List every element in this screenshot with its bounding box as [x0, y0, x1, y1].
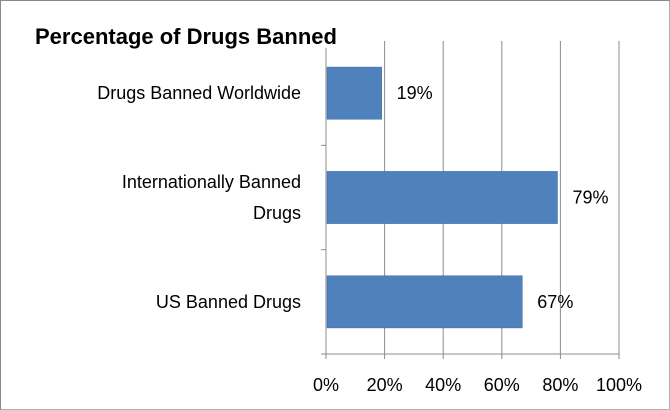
x-tick-label: 100%	[596, 375, 642, 395]
category-label-line: Drugs Banned Worldwide	[97, 83, 301, 103]
category-label-line: Drugs	[253, 203, 301, 223]
data-label: 67%	[537, 292, 573, 312]
category-label-line: US Banned Drugs	[156, 292, 301, 312]
category-label: US Banned Drugs	[156, 292, 301, 312]
category-label: Drugs Banned Worldwide	[97, 83, 301, 103]
bar	[326, 171, 558, 224]
bar	[326, 275, 523, 329]
x-tick-label: 0%	[313, 375, 339, 395]
x-tick-label: 40%	[425, 375, 461, 395]
data-label: 79%	[572, 188, 608, 208]
x-tick-label: 60%	[484, 375, 520, 395]
x-tick-label: 80%	[542, 375, 578, 395]
bar	[326, 66, 382, 120]
category-label: Internationally Banned Drugs	[122, 172, 301, 223]
x-tick-label: 20%	[367, 375, 403, 395]
category-label-line: Internationally Banned	[122, 172, 301, 192]
chart-title: Percentage of Drugs Banned	[35, 24, 339, 49]
data-label: 19%	[397, 83, 433, 103]
